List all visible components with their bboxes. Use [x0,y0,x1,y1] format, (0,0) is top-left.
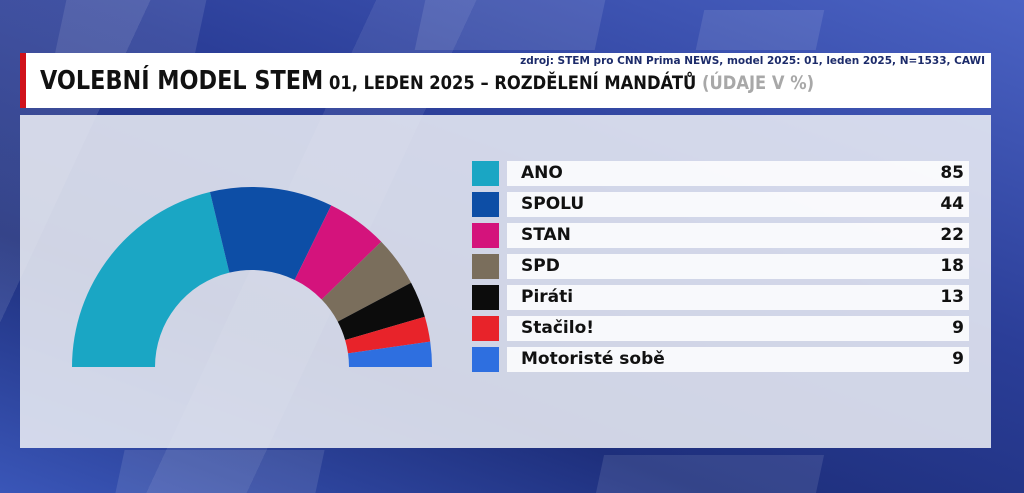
legend: ANO 85 SPOLU 44 STAN 22 SPD 18 Piráti 13 Stačilo! 9… [472,161,972,378]
seat-segment-pir-ti [337,282,425,340]
legend-row: Piráti 13 [472,285,972,310]
legend-row: Motoristé sobě 9 [472,347,972,372]
title-bar: zdroj: STEM pro CNN Prima NEWS, model 20… [20,53,991,108]
legend-label: Stačilo! [521,318,595,338]
legend-swatch [472,161,499,186]
legend-label: Motoristé sobě [521,349,665,369]
legend-label: ANO [521,163,563,183]
legend-bar [507,285,969,310]
legend-bar [507,223,969,248]
seat-segment-spd [321,241,412,322]
legend-label: SPOLU [521,194,585,214]
legend-bar [507,192,969,217]
legend-bar [507,316,969,341]
legend-swatch [472,347,499,372]
seat-chart [72,187,432,367]
legend-value: 9 [952,349,964,369]
legend-bar [507,347,969,372]
title-accent [20,53,26,108]
legend-swatch [472,254,499,279]
seat-segment-stan [294,205,382,300]
seat-segment-spolu [209,187,332,280]
legend-label: STAN [521,225,571,245]
seat-segment-ano [72,191,230,367]
legend-value: 9 [952,318,964,338]
legend-value: 13 [940,287,964,307]
legend-value: 18 [940,256,964,276]
legend-row: SPOLU 44 [472,192,972,217]
legend-swatch [472,285,499,310]
legend-value: 85 [940,163,964,183]
seat-segment-sta-ilo- [345,316,431,354]
legend-bar [507,161,969,186]
legend-row: ANO 85 [472,161,972,186]
page-title: VOLEBNÍ MODEL STEM 01, LEDEN 2025 – ROZD… [40,66,814,96]
chart-panel: ANO 85 SPOLU 44 STAN 22 SPD 18 Piráti 13 Stačilo! 9… [20,115,991,448]
legend-row: STAN 22 [472,223,972,248]
legend-label: SPD [521,256,560,276]
legend-label: Piráti [521,287,574,307]
title-main: VOLEBNÍ MODEL STEM [40,66,324,96]
source-note: zdroj: STEM pro CNN Prima NEWS, model 20… [520,55,985,67]
legend-swatch [472,223,499,248]
legend-swatch [472,192,499,217]
legend-row: Stačilo! 9 [472,316,972,341]
legend-bar [507,254,969,279]
seat-segment-motorist-sob- [348,341,432,367]
legend-value: 44 [940,194,964,214]
title-unit: (ÚDAJE V %) [696,72,815,94]
title-sub: 01, LEDEN 2025 – ROZDĚLENÍ MANDÁTŮ [323,72,697,94]
legend-value: 22 [940,225,964,245]
legend-swatch [472,316,499,341]
legend-row: SPD 18 [472,254,972,279]
